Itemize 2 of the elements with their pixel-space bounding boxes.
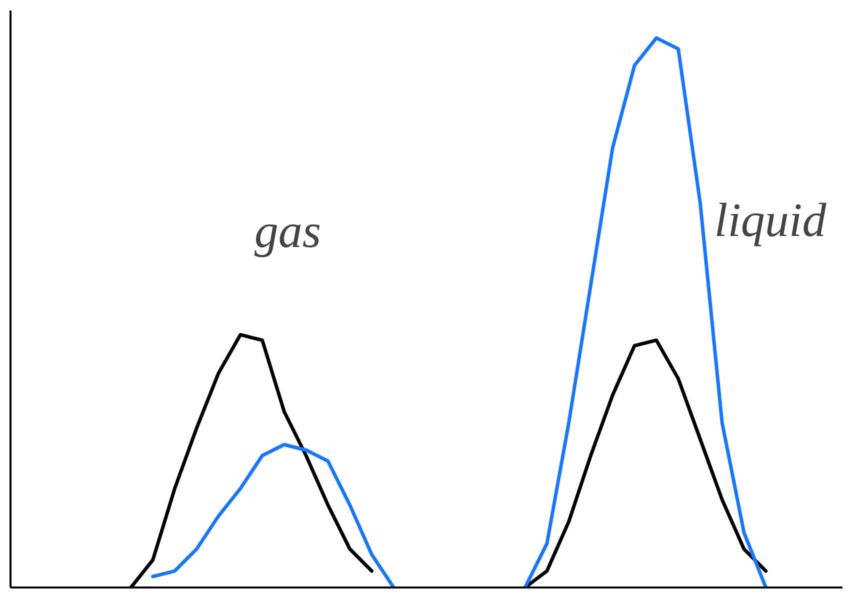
annotation: gas: [254, 204, 322, 258]
annotation: liquid: [714, 194, 828, 247]
